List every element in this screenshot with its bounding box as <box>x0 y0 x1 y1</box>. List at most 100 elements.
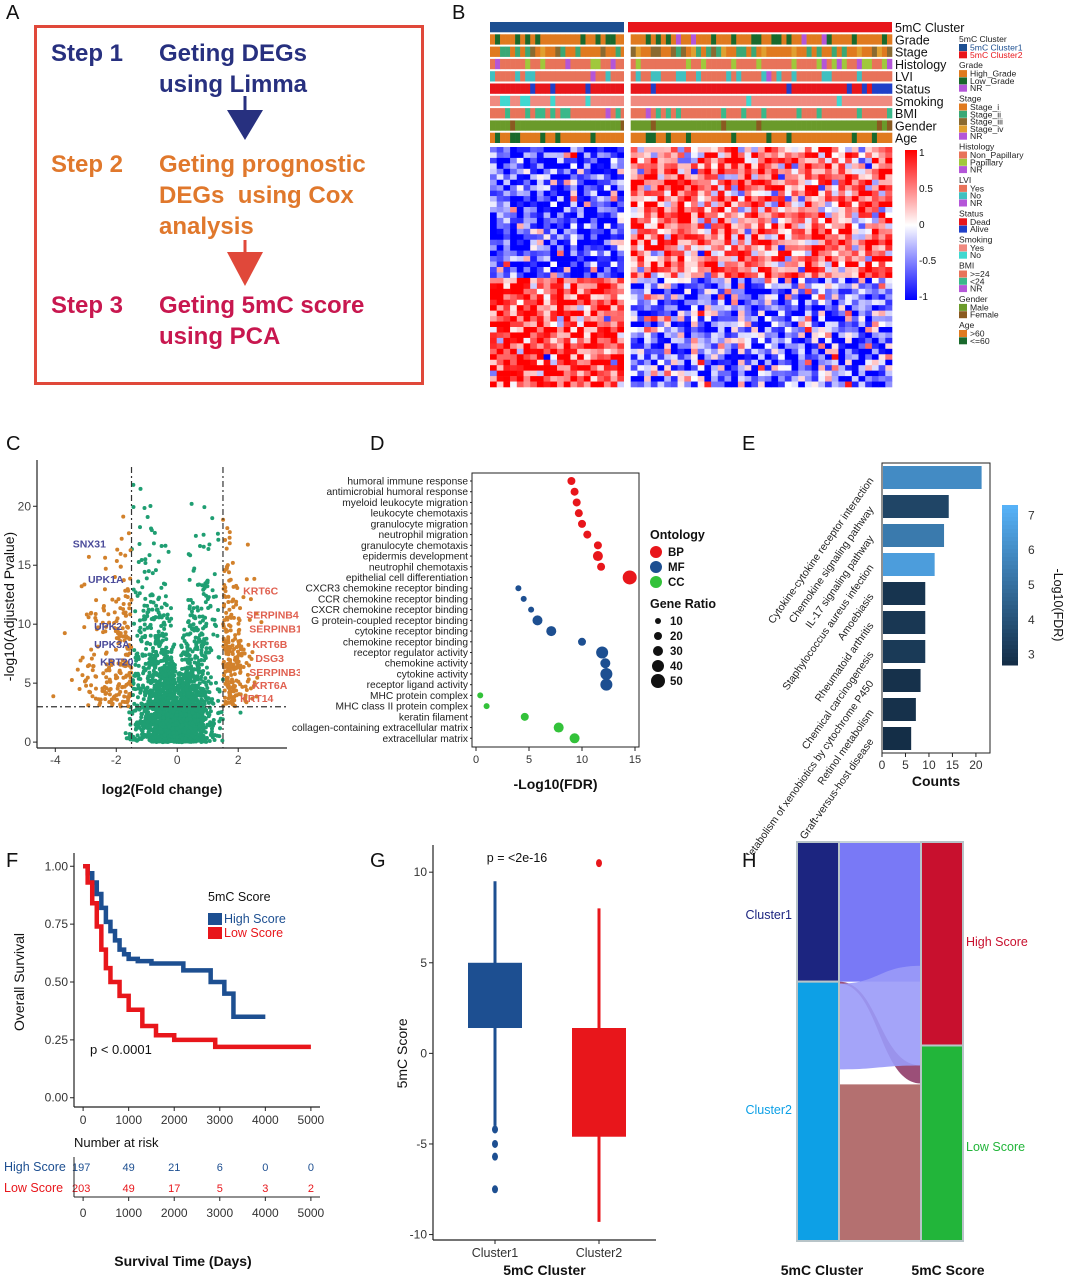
annotation-cell <box>515 96 520 106</box>
heatmap-cell <box>704 278 711 284</box>
heatmap-cell <box>731 278 738 284</box>
heatmap-cell <box>537 371 544 377</box>
heatmap-cell <box>798 316 805 322</box>
annotation-cell <box>601 108 606 118</box>
heatmap-cell <box>517 158 524 164</box>
heatmap-cell <box>497 158 504 164</box>
heatmap-cell <box>751 185 758 191</box>
heatmap-cell <box>604 234 611 240</box>
heatmap-cell <box>651 158 658 164</box>
heatmap-cell <box>651 212 658 218</box>
heatmap-cell <box>644 360 651 366</box>
legend-swatch <box>959 125 967 132</box>
heatmap-cell <box>550 338 557 344</box>
heatmap-cell <box>731 218 738 224</box>
arrow-1-head <box>227 110 263 140</box>
volcano-point <box>138 525 142 529</box>
volcano-point <box>149 634 153 638</box>
heatmap-cell <box>510 191 517 197</box>
heatmap-cell <box>684 338 691 344</box>
heatmap-cell <box>792 294 799 300</box>
heatmap-cell <box>812 191 819 197</box>
heatmap-cell <box>591 229 598 235</box>
heatmap-cell <box>577 327 584 333</box>
heatmap-cell <box>651 283 658 289</box>
heatmap-cell <box>544 147 551 153</box>
heatmap-cell <box>611 316 618 322</box>
heatmap-cell <box>812 262 819 268</box>
annotation-cell <box>701 120 706 130</box>
heatmap-cell <box>845 289 852 295</box>
heatmap-cell <box>577 174 584 180</box>
heatmap-cell <box>852 371 859 377</box>
heatmap-cell <box>825 152 832 158</box>
volcano-point <box>190 502 194 506</box>
heatmap-cell <box>725 338 732 344</box>
heatmap-cell <box>557 185 564 191</box>
annotation-cell <box>786 71 791 81</box>
heatmap-cell <box>591 371 598 377</box>
heatmap-cell <box>738 251 745 257</box>
annotation-cell <box>877 133 882 143</box>
annotation-cell <box>686 133 691 143</box>
heatmap-cell <box>537 147 544 153</box>
heatmap-cell <box>825 223 832 229</box>
heatmap-cell <box>698 262 705 268</box>
annotation-cell <box>812 133 817 143</box>
legend-swatch <box>959 104 967 111</box>
heatmap-cell <box>530 343 537 349</box>
annotation-cell <box>857 108 862 118</box>
heatmap-cell <box>604 322 611 328</box>
annotation-cell <box>596 120 601 130</box>
heatmap-cell <box>838 278 845 284</box>
heatmap-cell <box>678 169 685 175</box>
heatmap-cell <box>771 191 778 197</box>
heatmap-cell <box>570 311 577 317</box>
heatmap-cell <box>825 185 832 191</box>
heatmap-cell <box>591 158 598 164</box>
heatmap-cell <box>771 316 778 322</box>
heatmap-cell <box>684 240 691 246</box>
annotation-cell <box>510 71 515 81</box>
heatmap-cell <box>557 174 564 180</box>
heatmap-cell <box>678 207 685 213</box>
heatmap-cell <box>751 147 758 153</box>
annotation-cell <box>596 34 601 44</box>
heatmap-cell <box>684 294 691 300</box>
annotation-cell <box>535 34 540 44</box>
heatmap-cell <box>591 338 598 344</box>
heatmap-cell <box>570 278 577 284</box>
heatmap-cell <box>503 180 510 186</box>
heatmap-cell <box>637 332 644 338</box>
annotation-cell <box>686 120 691 130</box>
annotation-cell <box>601 71 606 81</box>
heatmap-cell <box>570 147 577 153</box>
heatmap-cell <box>671 262 678 268</box>
color-scale-tick: 1 <box>919 148 925 159</box>
annotation-cell <box>641 120 646 130</box>
heatmap-cell <box>544 365 551 371</box>
heatmap-cell <box>550 234 557 240</box>
heatmap-cell <box>778 294 785 300</box>
heatmap-cell <box>604 163 611 169</box>
heatmap-cell <box>778 327 785 333</box>
heatmap-cell <box>564 360 571 366</box>
annotation-cell <box>867 47 872 57</box>
annotation-cell <box>591 84 596 94</box>
heatmap-cell <box>745 338 752 344</box>
annotation-cell <box>867 71 872 81</box>
annotation-cell <box>686 84 691 94</box>
heatmap-cell <box>745 272 752 278</box>
heatmap-cell <box>664 223 671 229</box>
heatmap-cell <box>490 147 497 153</box>
annotation-cell <box>822 71 827 81</box>
annotation-cell <box>505 96 510 106</box>
heatmap-cell <box>751 338 758 344</box>
heatmap-cell <box>885 278 892 284</box>
heatmap-cell <box>838 272 845 278</box>
heatmap-cell <box>637 191 644 197</box>
heatmap-cell <box>845 371 852 377</box>
heatmap-cell <box>503 152 510 158</box>
annotation-cell <box>847 34 852 44</box>
heatmap-cell <box>731 174 738 180</box>
